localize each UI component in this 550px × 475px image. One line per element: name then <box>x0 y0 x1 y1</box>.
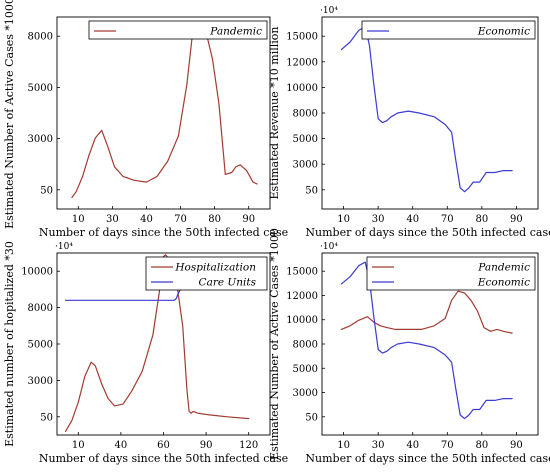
x-axis-label: Number of days since the 50th infected c… <box>305 226 550 239</box>
legend-label: Pandemic <box>477 262 530 274</box>
chart-4: 10 30 40 70 80 90 50 3000 5000 8000 10000 12000 1500… <box>268 228 550 465</box>
x-tick-label: 90 <box>242 214 255 225</box>
x-tick-label: 10 <box>72 214 85 225</box>
plot-frame <box>56 16 271 210</box>
axis-exponent: ·10⁴ <box>55 242 73 252</box>
legend-box <box>361 20 536 40</box>
x-tick-label: 90 <box>200 440 213 451</box>
legend-box <box>366 256 536 291</box>
legend-label: Care Units <box>199 277 257 289</box>
y-axis-label: Estimated number of hopitalized *30 <box>3 241 16 447</box>
legend-label: Pandemic <box>209 26 262 38</box>
x-tick-label: 40 <box>140 214 153 225</box>
x-tick-label: 30 <box>372 440 385 451</box>
series-line-1 <box>64 254 250 432</box>
series-line-2 <box>64 288 250 301</box>
y-tick-label: 8000 <box>28 303 53 314</box>
plot-frame <box>321 16 539 210</box>
chart-3: 10 40 60 90 120 50 3000 5000 8000 10000 Number of … <box>3 241 288 465</box>
y-tick-label: 10000 <box>21 267 53 278</box>
x-tick-label: 80 <box>208 214 221 225</box>
x-tick-label: 80 <box>475 440 488 451</box>
y-tick-label: 50 <box>40 185 53 196</box>
x-axis-label: Number of days since the 50th infected c… <box>305 452 550 465</box>
y-tick-label: 50 <box>40 412 53 423</box>
y-tick-label: 5000 <box>28 340 53 351</box>
y-axis-label: Estimated Number of Active Cases *1000 <box>3 0 16 229</box>
x-tick-label: 70 <box>441 214 454 225</box>
legend: Pandemic <box>88 20 268 40</box>
y-tick-label: 12000 <box>286 291 318 302</box>
y-tick-label: 3000 <box>293 388 318 399</box>
y-tick-label: 12000 <box>286 57 318 68</box>
y-tick-label: 8000 <box>293 109 318 120</box>
x-tick-label: 40 <box>115 440 128 451</box>
chart-1: 10 30 40 70 80 90 50 3000 5000 8000 Number of days… <box>3 0 288 239</box>
x-tick-label: 70 <box>441 440 454 451</box>
series-line-1 <box>340 26 513 193</box>
x-tick-label: 80 <box>475 214 488 225</box>
legend: Hospitalization Care Units <box>145 256 268 291</box>
legend-box <box>88 20 268 40</box>
x-tick-label: 60 <box>157 440 170 451</box>
x-axis-label: Number of days since the 50th infected c… <box>39 452 288 465</box>
y-tick-label: 8000 <box>293 340 318 351</box>
x-tick-label: 70 <box>174 214 187 225</box>
y-tick-label: 10000 <box>286 315 318 326</box>
x-tick-label: 120 <box>239 440 258 451</box>
x-tick-label: 90 <box>510 440 523 451</box>
y-tick-label: 10000 <box>286 83 318 94</box>
x-tick-label: 10 <box>72 440 85 451</box>
legend: Economic <box>361 20 536 40</box>
x-axis-label: Number of days since the 50th infected c… <box>39 226 288 239</box>
series-line-1 <box>340 290 513 334</box>
y-tick-label: 5000 <box>28 83 53 94</box>
y-tick-label: 50 <box>305 412 318 423</box>
legend: Pandemic Economic <box>366 256 536 291</box>
x-tick-label: 40 <box>406 214 419 225</box>
axis-exponent: ·10⁴ <box>320 6 338 16</box>
x-tick-label: 10 <box>337 214 350 225</box>
x-tick-label: 40 <box>406 440 419 451</box>
x-tick-label: 90 <box>510 214 523 225</box>
y-tick-label: 3000 <box>293 160 318 171</box>
y-tick-label: 5000 <box>293 364 318 375</box>
legend-label: Hospitalization <box>174 262 256 274</box>
y-tick-label: 3000 <box>28 376 53 387</box>
y-tick-label: 50 <box>305 185 318 196</box>
x-tick-label: 10 <box>337 440 350 451</box>
x-tick-label: 30 <box>372 214 385 225</box>
chart-2: 10 30 40 70 80 90 50 3000 5000 8000 10000 12000 1500… <box>268 6 550 239</box>
y-tick-label: 15000 <box>286 32 318 43</box>
y-tick-label: 3000 <box>28 134 53 145</box>
axis-exponent: ·10⁴ <box>320 242 338 252</box>
legend-label: Economic <box>477 277 530 289</box>
series-line-1 <box>71 24 258 199</box>
x-tick-label: 30 <box>106 214 119 225</box>
y-tick-label: 8000 <box>28 32 53 43</box>
y-axis-label: Estimated Revenue *10 million <box>268 27 281 200</box>
y-tick-label: 15000 <box>286 267 318 278</box>
y-tick-label: 5000 <box>293 134 318 145</box>
y-axis-label: Estimated Number of Active Cases *1000 <box>268 228 281 460</box>
legend-box <box>145 256 268 291</box>
legend-label: Economic <box>477 26 530 38</box>
